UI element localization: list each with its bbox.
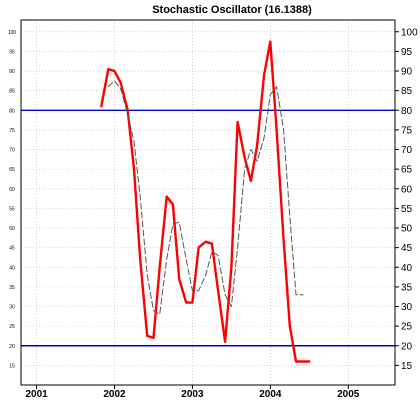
- y-tick-label-left: 100: [8, 30, 17, 36]
- x-tick-label: 2003: [181, 389, 204, 400]
- x-axis: 2001 2002 2003 2004 2005: [25, 385, 359, 400]
- x-tick-label: 2002: [103, 389, 126, 400]
- grid: [21, 20, 395, 385]
- y-axis-right: 15 20 25 30 35 40 45 50 55 60 65 70 75 80 85 90 95 100: [395, 27, 418, 372]
- y-tick-label-right: 100: [401, 27, 418, 38]
- y-tick-label-right: 30: [401, 302, 413, 313]
- signal-line: [108, 81, 303, 315]
- y-tick-label-right: 55: [401, 204, 413, 215]
- y-tick-label-right: 45: [401, 243, 413, 254]
- y-tick-label-left: 80: [9, 108, 15, 114]
- y-tick-label-right: 35: [401, 282, 413, 293]
- y-tick-label-right: 85: [401, 86, 413, 97]
- series-layer: [101, 42, 309, 362]
- y-tick-label-left: 55: [9, 206, 15, 212]
- y-tick-label-right: 40: [401, 263, 413, 274]
- y-tick-label-left: 90: [9, 69, 15, 75]
- y-tick-label-right: 90: [401, 67, 413, 78]
- y-tick-label-right: 25: [401, 322, 413, 333]
- y-tick-label-left: 65: [9, 167, 15, 173]
- plot-frame: [21, 20, 395, 385]
- y-tick-label-left: 70: [9, 148, 15, 154]
- y-axis-left: 15 20 25 30 35 40 45 50 55 60 65 70 75 80 85 90 95 100: [8, 30, 17, 370]
- x-tick-label: 2001: [25, 389, 48, 400]
- y-tick-label-left: 50: [9, 226, 15, 232]
- y-tick-label-right: 15: [401, 361, 413, 372]
- y-tick-label-left: 25: [9, 324, 15, 330]
- y-tick-label-right: 80: [401, 106, 413, 117]
- y-tick-label-left: 30: [9, 305, 15, 311]
- y-tick-label-left: 45: [9, 246, 15, 252]
- y-tick-label-right: 20: [401, 341, 413, 352]
- y-tick-label-right: 75: [401, 125, 413, 136]
- y-tick-label-left: 85: [9, 89, 15, 95]
- chart-title: Stochastic Oscillator (16.1388): [152, 4, 312, 16]
- y-tick-label-left: 15: [9, 363, 15, 369]
- y-tick-label-right: 60: [401, 184, 413, 195]
- y-tick-label-left: 95: [9, 49, 15, 55]
- x-tick-label: 2005: [337, 389, 360, 400]
- y-tick-label-left: 35: [9, 285, 15, 291]
- y-tick-label-left: 20: [9, 344, 15, 350]
- y-tick-label-right: 70: [401, 145, 413, 156]
- y-tick-label-left: 40: [9, 265, 15, 271]
- y-tick-label-right: 65: [401, 165, 413, 176]
- y-tick-label-left: 75: [9, 128, 15, 134]
- x-tick-label: 2004: [259, 389, 282, 400]
- y-tick-label-right: 50: [401, 224, 413, 235]
- y-tick-label-right: 95: [401, 47, 413, 58]
- y-tick-label-left: 60: [9, 187, 15, 193]
- stochastic-line: [101, 42, 309, 362]
